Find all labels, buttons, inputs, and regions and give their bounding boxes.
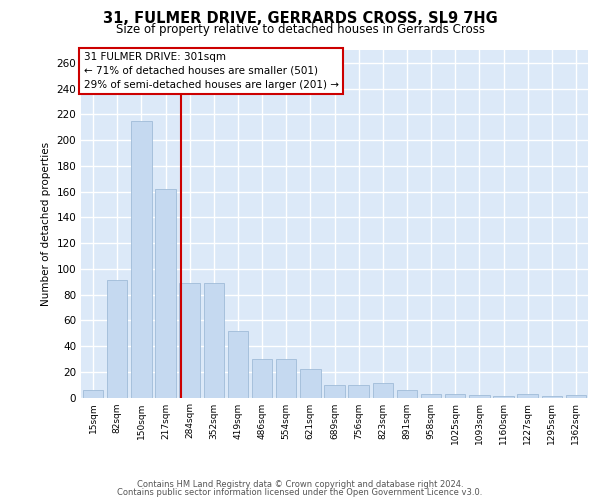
Bar <box>203 283 224 398</box>
Bar <box>300 369 320 398</box>
Bar <box>324 384 345 398</box>
Bar <box>83 390 103 398</box>
Bar <box>517 394 538 398</box>
Bar <box>397 390 417 398</box>
Bar <box>421 394 442 398</box>
Y-axis label: Number of detached properties: Number of detached properties <box>41 142 51 306</box>
Bar <box>542 396 562 398</box>
Text: Contains HM Land Registry data © Crown copyright and database right 2024.: Contains HM Land Registry data © Crown c… <box>137 480 463 489</box>
Bar <box>227 330 248 398</box>
Text: 31, FULMER DRIVE, GERRARDS CROSS, SL9 7HG: 31, FULMER DRIVE, GERRARDS CROSS, SL9 7H… <box>103 11 497 26</box>
Bar <box>276 359 296 398</box>
Bar <box>131 121 152 398</box>
Bar <box>445 394 466 398</box>
Bar <box>493 396 514 398</box>
Bar <box>107 280 127 398</box>
Bar <box>252 359 272 398</box>
Bar <box>469 395 490 398</box>
Bar <box>566 395 586 398</box>
Bar <box>373 384 393 398</box>
Text: Contains public sector information licensed under the Open Government Licence v3: Contains public sector information licen… <box>118 488 482 497</box>
Text: Size of property relative to detached houses in Gerrards Cross: Size of property relative to detached ho… <box>115 22 485 36</box>
Bar <box>349 384 369 398</box>
Text: 31 FULMER DRIVE: 301sqm
← 71% of detached houses are smaller (501)
29% of semi-d: 31 FULMER DRIVE: 301sqm ← 71% of detache… <box>83 52 338 90</box>
Bar <box>155 189 176 398</box>
Bar <box>179 283 200 398</box>
